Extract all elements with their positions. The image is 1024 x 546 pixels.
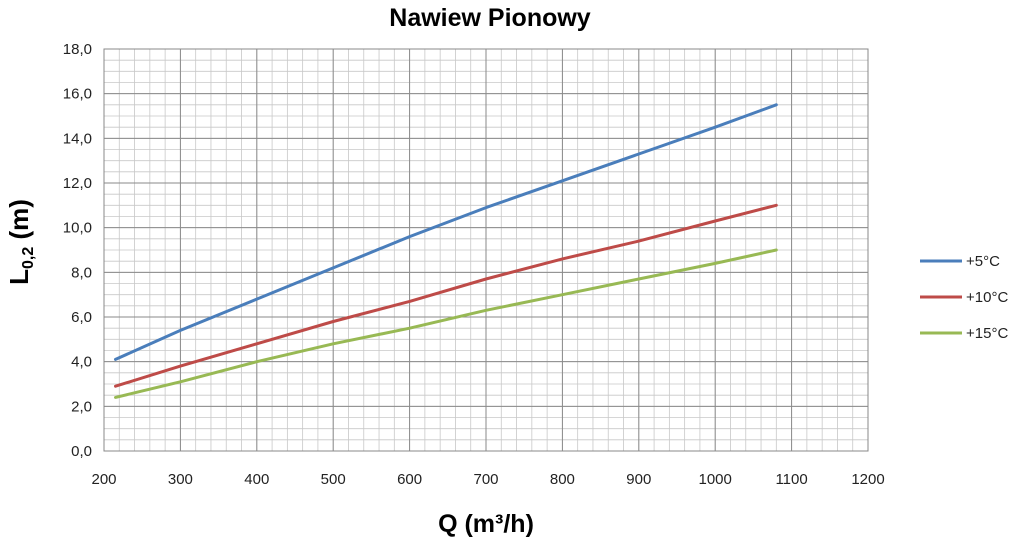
- x-tick-label: 700: [473, 471, 498, 488]
- y-axis-label-subscript: 0,2: [20, 247, 37, 269]
- x-tick-label: 600: [397, 471, 422, 488]
- y-tick-label: 10,0: [63, 220, 92, 237]
- y-axis-label-unit: (m): [4, 199, 34, 247]
- series-line-1: [114, 103, 778, 361]
- y-axis-ticks: 0,0 2,0 4,0 6,0 8,0 10,0 12,0 14,0 16,0 18,0: [63, 41, 92, 460]
- y-tick-label: 0,0: [71, 443, 92, 460]
- x-tick-label: 1100: [775, 471, 807, 488]
- y-tick-label: 2,0: [71, 398, 92, 415]
- chart-title: Nawiew Pionowy: [389, 4, 591, 32]
- plot-area-frame: [103, 48, 869, 452]
- legend: +5°C +10°C +15°C: [920, 253, 1008, 342]
- x-tick-label: 400: [244, 471, 269, 488]
- x-tick-label: 1000: [699, 471, 732, 488]
- x-tick-label: 200: [91, 471, 116, 488]
- series-line-2: [114, 203, 778, 388]
- y-tick-label: 16,0: [63, 86, 92, 103]
- legend-label-1: +5°C: [966, 253, 1000, 270]
- x-tick-label: 500: [321, 471, 346, 488]
- y-axis-label: L0,2 (m): [4, 199, 37, 285]
- legend-label-3: +15°C: [966, 325, 1008, 342]
- x-tick-label: 800: [550, 471, 575, 488]
- y-tick-label: 18,0: [63, 41, 92, 58]
- y-tick-label: 6,0: [71, 309, 92, 326]
- y-tick-label: 4,0: [71, 354, 92, 371]
- series-line-3: [114, 248, 778, 399]
- x-axis-label: Q (m³/h): [438, 510, 534, 538]
- x-axis-ticks: 200 300 400 500 600 700 800 900 1000 1100 1200: [91, 471, 884, 488]
- legend-label-2: +10°C: [966, 289, 1008, 306]
- y-axis-label-main: L: [4, 269, 34, 285]
- y-tick-label: 14,0: [63, 130, 92, 147]
- x-tick-label: 1200: [851, 471, 884, 488]
- series-lines: [114, 103, 778, 399]
- y-tick-label: 12,0: [63, 175, 92, 192]
- x-tick-label: 300: [168, 471, 193, 488]
- x-tick-label: 900: [626, 471, 651, 488]
- y-tick-label: 8,0: [71, 264, 92, 281]
